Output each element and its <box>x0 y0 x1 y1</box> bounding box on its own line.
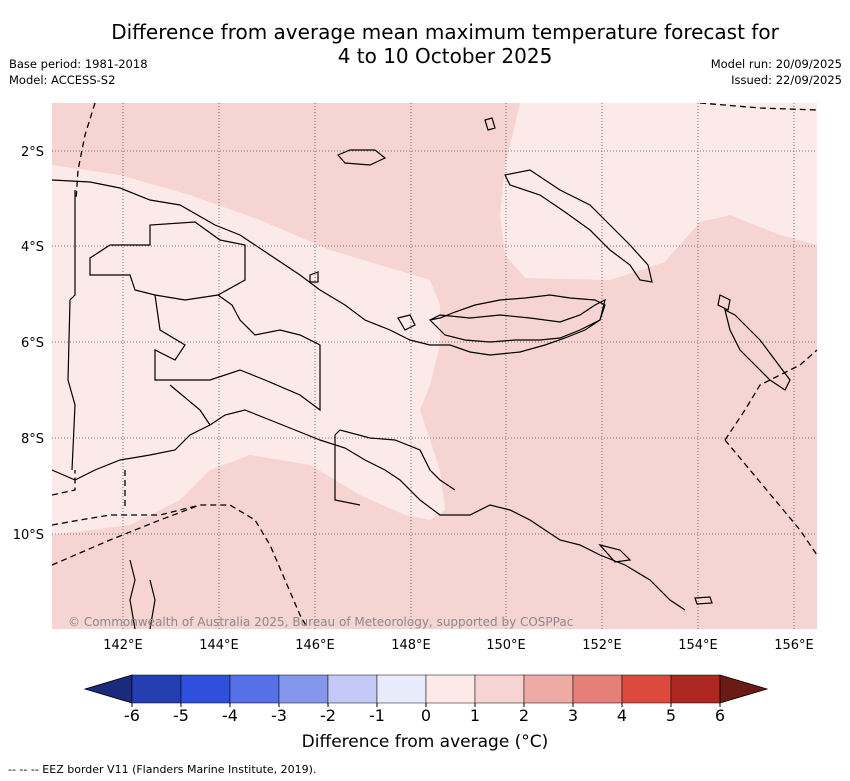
colorbar-tick-label: -2 <box>320 706 336 725</box>
eez-footnote: -- -- -- EEZ border V11 (Flanders Marine… <box>8 763 317 776</box>
colorbar-tick-label: 4 <box>617 706 627 725</box>
colorbar-segment <box>180 674 231 704</box>
colorbar-tick-label: -4 <box>222 706 238 725</box>
longitude-label: 154°E <box>678 638 718 653</box>
colorbar-segment <box>376 674 427 704</box>
colorbar-tick-label: 0 <box>421 706 431 725</box>
latitude-label: 6°S <box>21 336 44 351</box>
map-area: © Commonwealth of Australia 2025, Bureau… <box>52 103 817 629</box>
colorbar-segment <box>621 674 672 704</box>
issued-date: Issued: 22/09/2025 <box>731 73 842 87</box>
meta-right: Model run: 20/09/2025 Issued: 22/09/2025 <box>711 56 842 88</box>
longitude-label: 150°E <box>486 638 526 653</box>
colorbar-under-arrow <box>83 674 133 704</box>
latitude-label: 8°S <box>21 432 44 447</box>
colorbar-segment <box>327 674 378 704</box>
colorbar-segment <box>572 674 623 704</box>
colorbar-tick-label: 6 <box>715 706 725 725</box>
anomaly-fill-0-1-central <box>52 165 445 535</box>
colorbar <box>83 674 769 704</box>
latitude-label: 2°S <box>21 145 44 160</box>
colorbar-tick-label: -3 <box>271 706 287 725</box>
colorbar-tick-label: 2 <box>519 706 529 725</box>
colorbar-segment <box>670 674 721 704</box>
model-name: Model: ACCESS-S2 <box>9 73 116 87</box>
colorbar-segment <box>523 674 574 704</box>
anomaly-fill-0-1-northeast <box>500 103 817 280</box>
longitude-labels: 142°E 144°E 146°E 148°E 150°E 152°E 154°E 156°E <box>103 638 814 653</box>
colorbar-tick-label: 1 <box>470 706 480 725</box>
colorbar-segment <box>131 674 182 704</box>
longitude-label: 148°E <box>391 638 431 653</box>
colorbar-over-arrow <box>719 674 769 704</box>
meta-left: Base period: 1981-2018 Model: ACCESS-S2 <box>9 56 148 88</box>
model-run: Model run: 20/09/2025 <box>710 57 842 71</box>
longitude-label: 144°E <box>199 638 239 653</box>
colorbar-segment <box>229 674 280 704</box>
longitude-label: 146°E <box>295 638 335 653</box>
colorbar-segment <box>278 674 329 704</box>
eez-borders <box>52 103 817 629</box>
latitude-labels: 2°S 4°S 6°S 8°S 10°S <box>13 145 44 543</box>
credit-text: © Commonwealth of Australia 2025, Bureau… <box>68 615 573 629</box>
map-grid <box>52 103 817 629</box>
coastlines <box>52 117 791 629</box>
longitude-label: 142°E <box>103 638 143 653</box>
title-line-1: Difference from average mean maximum tem… <box>111 20 779 44</box>
colorbar-tick-label: 5 <box>666 706 676 725</box>
title-line-2: 4 to 10 October 2025 <box>337 44 553 68</box>
latitude-label: 4°S <box>21 240 44 255</box>
longitude-label: 152°E <box>582 638 622 653</box>
colorbar-label: Difference from average (°C) <box>301 732 549 752</box>
colorbar-segment <box>425 674 476 704</box>
colorbar-segment <box>474 674 525 704</box>
longitude-label: 156°E <box>774 638 814 653</box>
latitude-label: 10°S <box>13 528 44 543</box>
colorbar-tick-label: -1 <box>369 706 385 725</box>
map-title: Difference from average mean maximum tem… <box>80 20 810 68</box>
colorbar-tick-label: -5 <box>173 706 189 725</box>
colorbar-ticks: -6 -5 -4 -3 -2 -1 0 1 2 3 4 5 6 <box>124 703 725 725</box>
colorbar-tick-label: -6 <box>124 706 140 725</box>
colorbar-tick-label: 3 <box>568 706 578 725</box>
base-period: Base period: 1981-2018 <box>9 57 148 71</box>
